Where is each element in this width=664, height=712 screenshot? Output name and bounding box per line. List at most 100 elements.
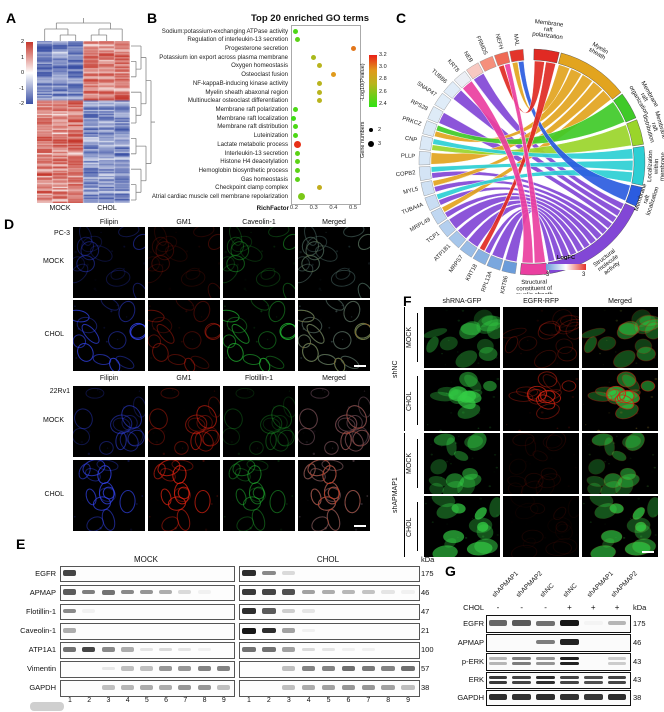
chord-gene-label: SNAP47 (415, 81, 437, 98)
go-term-label: Progesterone secretion (224, 44, 288, 52)
blot-band (560, 680, 579, 684)
g-chol-sign: - (496, 603, 500, 612)
g-blot-box (486, 690, 631, 706)
f-group-rule-1 (404, 307, 405, 431)
blot-band (488, 675, 508, 679)
logfc-legend-bar (546, 264, 586, 270)
go-dot (294, 140, 302, 148)
chord-gene-arc-MAL (509, 49, 525, 63)
go-term-label: Oxygen homeostasis (231, 62, 288, 70)
blot-band (82, 609, 96, 613)
blot-band (341, 665, 356, 672)
f-row-rule (417, 502, 418, 551)
g-mw-value: 175 (633, 618, 646, 628)
chord-category-label: Membraneraftdistribution (641, 111, 664, 144)
f-tile-merged (582, 433, 658, 494)
blot-band (281, 647, 296, 652)
e-lane-number: 1 (247, 697, 251, 704)
d-col-header-3: Merged (322, 219, 346, 226)
e-lane-number: 5 (326, 697, 331, 704)
scale-bar (642, 551, 654, 553)
go-dot (293, 124, 299, 130)
chord-gene-arc-FRMD5 (479, 55, 497, 72)
chord-gene-label: PLLP (401, 153, 416, 159)
e-antibody-label: Flotillin-1 (25, 606, 56, 616)
go-color-legend-tick: 3.2 (379, 52, 387, 58)
go-term-label: Lactate metabolic process (217, 140, 288, 148)
go-dot (295, 168, 301, 174)
go-dot (295, 37, 301, 43)
blot-band (82, 589, 96, 595)
blot-band (301, 589, 316, 595)
e-blot-box (239, 642, 420, 659)
panel-b-go-dotplot: B Top 20 enriched GO terms Sodium:potass… (133, 8, 388, 220)
chord-gene-label: MYL5 (403, 186, 419, 195)
chord-category-label: Membraneraftpolarization (532, 19, 565, 41)
go-dot (317, 63, 323, 69)
blot-band (281, 589, 296, 595)
blot-band (178, 647, 192, 652)
blot-band (178, 666, 192, 671)
blot-band (361, 665, 376, 672)
go-term-label: Sodium:potassium-exchanging ATPase activ… (161, 27, 288, 35)
chord-gene-arc-KRT18 (472, 248, 490, 266)
chord-gene-label: TUBB6 (430, 68, 448, 85)
e-lane-number: 2 (87, 697, 92, 704)
f-tile-gfp (424, 370, 500, 431)
blot-band (583, 694, 603, 700)
blot-band (82, 646, 96, 653)
e-blot-box (60, 642, 235, 659)
e-lane-number: 6 (346, 697, 351, 704)
blot-band (178, 685, 192, 690)
go-dot (293, 106, 299, 112)
chord-ribbon-PLLP (430, 74, 593, 165)
chord-gene-arc-CNP (419, 135, 434, 151)
blot-band (101, 685, 115, 690)
panel-f-microscopy: F shRNA-GFP EGFR-RFP Merged shNC shAPMAP1 … (390, 290, 664, 560)
chord-ribbon-NEFH (504, 63, 546, 264)
blot-band (512, 680, 532, 684)
go-dot (317, 185, 323, 191)
blot-band (401, 590, 415, 594)
d-row-chol-2: CHOL (44, 491, 64, 498)
f-tile-merged (582, 307, 658, 368)
blot-band (120, 647, 134, 652)
chord-gene-arc-PRKCZ (422, 120, 438, 137)
panel-g-label: G (445, 563, 456, 579)
g-chol-sign: + (567, 603, 572, 612)
blot-band (159, 647, 173, 652)
panel-a-label: A (6, 10, 17, 26)
blot-band (216, 666, 230, 671)
panel-f-label: F (403, 293, 412, 309)
go-term-label: Atrial cardiac muscle cell membrane repo… (151, 193, 288, 201)
blot-band (488, 694, 508, 700)
chord-gene-arc-MRPS7 (459, 240, 478, 258)
go-term-label: Hemoglobin biosynthetic process (198, 167, 288, 175)
chord-gene-arc-RPS28 (427, 106, 444, 124)
blot-band (584, 621, 603, 625)
blot-band (583, 675, 603, 679)
blot-band (101, 647, 115, 652)
chord-gene-arc-MYL5 (420, 180, 435, 197)
go-xaxis-tick: 0.4 (329, 205, 338, 211)
blot-band (139, 589, 154, 595)
e-mw-value: 38 (421, 683, 430, 692)
blot-band (281, 628, 296, 633)
blot-band (512, 620, 532, 626)
e-antibody-label: Vimentin (26, 664, 56, 673)
f-tile-merged (582, 370, 658, 431)
e-lane-number: 5 (144, 697, 149, 704)
f-group-shnc: shNC (392, 360, 399, 378)
go-plot-title: Top 20 enriched GO terms (250, 13, 370, 24)
go-size-legend-title: Gene numbers (360, 121, 366, 159)
d-col-header2-2: Flotillin-1 (244, 375, 273, 382)
blot-band (381, 590, 395, 594)
blot-band (321, 647, 336, 652)
blot-band (536, 680, 555, 684)
e-mw-value: 46 (421, 587, 430, 597)
go-dot (317, 80, 323, 86)
go-dot (330, 72, 336, 78)
blot-band (197, 685, 211, 690)
e-lane-number: 7 (183, 697, 188, 704)
go-term-label: Membrane raft polarization (215, 105, 288, 113)
